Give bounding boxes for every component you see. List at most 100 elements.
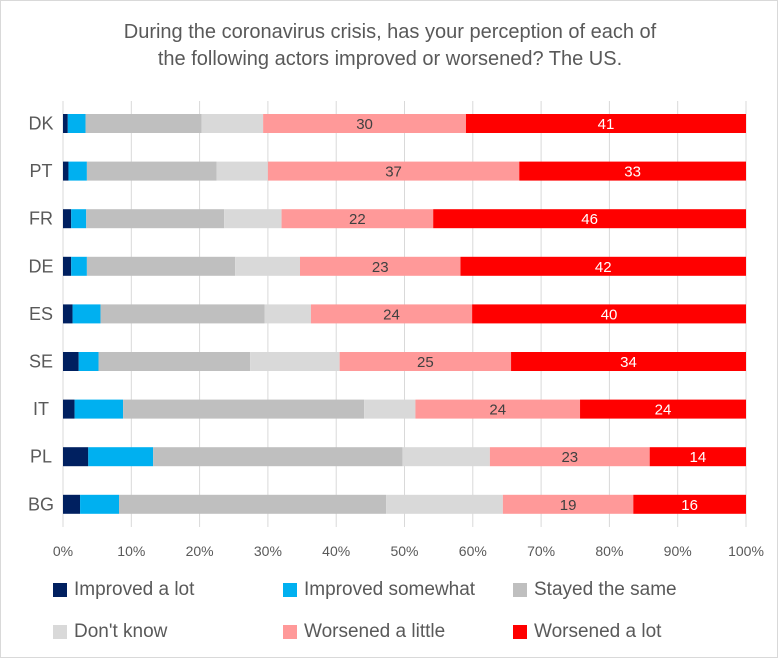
bar-segment [281,209,434,229]
data-label: 34 [620,354,637,371]
bar-segment [402,447,490,467]
bar-segment [465,114,746,133]
bar-segment [580,399,746,419]
bar-segment [63,447,89,467]
category-label: PL [30,447,52,467]
chart-title-line-1: During the coronavirus crisis, has your … [123,21,657,43]
data-label: 14 [690,449,707,466]
x-tick-label: 100% [728,543,764,559]
bar-segment [649,447,746,467]
legend-label: Worsened a little [304,621,446,642]
data-label: 16 [681,497,698,514]
legend-swatch [283,625,297,639]
bar-segment [71,256,87,276]
data-label: 40 [601,306,618,323]
bar-segment [263,114,466,133]
bar-segment [74,399,124,419]
legend-swatch [53,583,67,597]
bar-segment [119,494,387,514]
legend-swatch [53,625,67,639]
data-label: 23 [372,259,389,276]
bar-segment [100,304,265,324]
data-label: 25 [417,354,434,371]
bar-segment [63,256,72,276]
legend-swatch [283,583,297,597]
bar-segment [264,304,311,324]
data-label: 37 [385,164,402,181]
bar-segment [86,209,225,229]
bar-segment [88,447,154,467]
bar-segment [78,352,99,371]
legend-label: Stayed the same [534,579,677,600]
bar-segment [85,114,202,133]
bar-segment [216,161,268,181]
data-label: 33 [624,164,641,181]
bar-segment [80,494,120,514]
bar-segment [235,256,301,276]
category-label: IT [33,399,49,419]
data-label: 41 [598,116,615,133]
bar-segment [339,352,512,371]
bar-segment [86,161,217,181]
legend-item: Don't know [53,621,167,643]
bar-segment [460,256,746,276]
bar-segment [67,114,86,133]
bar-segment [63,161,69,181]
legend-swatch [513,583,527,597]
bar-segment [63,209,72,229]
bar-segment [364,399,416,419]
x-tick-label: 70% [527,543,555,559]
bar-segment [386,494,503,514]
bar-segment [310,304,473,324]
category-label: BG [28,494,54,514]
bar-segment [72,304,101,324]
data-label: 24 [489,402,506,419]
bar-segment [63,304,73,324]
bar-segment [267,161,520,181]
bar-segment [511,352,746,371]
bar-segment [502,494,634,514]
bar-segment [86,256,236,276]
bar-segment [433,209,746,229]
legend-label: Don't know [74,621,168,642]
chart-title-line-2: the following actors improved or worsene… [157,48,623,70]
category-label: DK [28,114,53,134]
x-tick-label: 90% [664,543,692,559]
data-label: 42 [595,259,612,276]
legend-item: Stayed the same [513,579,677,601]
bar-segment [71,209,87,229]
data-label: 30 [356,116,373,133]
bar-segment [633,494,746,514]
bar-segment [153,447,403,467]
data-label: 24 [655,402,672,419]
x-tick-label: 10% [117,543,145,559]
chart-title: During the coronavirus crisis, has your … [1,19,778,73]
category-label: FR [29,209,53,229]
data-label: 22 [349,211,366,228]
bar-segment [201,114,264,133]
data-label: 46 [581,211,598,228]
category-label: DE [28,256,53,276]
x-tick-label: 60% [459,543,487,559]
x-tick-label: 30% [254,543,282,559]
data-label: 19 [560,497,577,514]
bar-segment [250,352,340,371]
legend-item: Improved a lot [53,579,194,601]
bar-segment [489,447,650,467]
legend-label: Worsened a lot [534,621,662,642]
bar-segment [123,399,365,419]
bar-segment [472,304,746,324]
data-label: 23 [561,449,578,466]
legend-label: Improved a lot [74,579,195,600]
category-label: PT [29,161,52,181]
x-tick-label: 80% [595,543,623,559]
bar-segment [68,161,87,181]
x-tick-label: 0% [53,543,73,559]
category-label: ES [29,304,53,324]
bar-segment [519,161,746,181]
bar-segment [300,256,461,276]
x-tick-label: 40% [322,543,350,559]
x-tick-label: 20% [186,543,214,559]
